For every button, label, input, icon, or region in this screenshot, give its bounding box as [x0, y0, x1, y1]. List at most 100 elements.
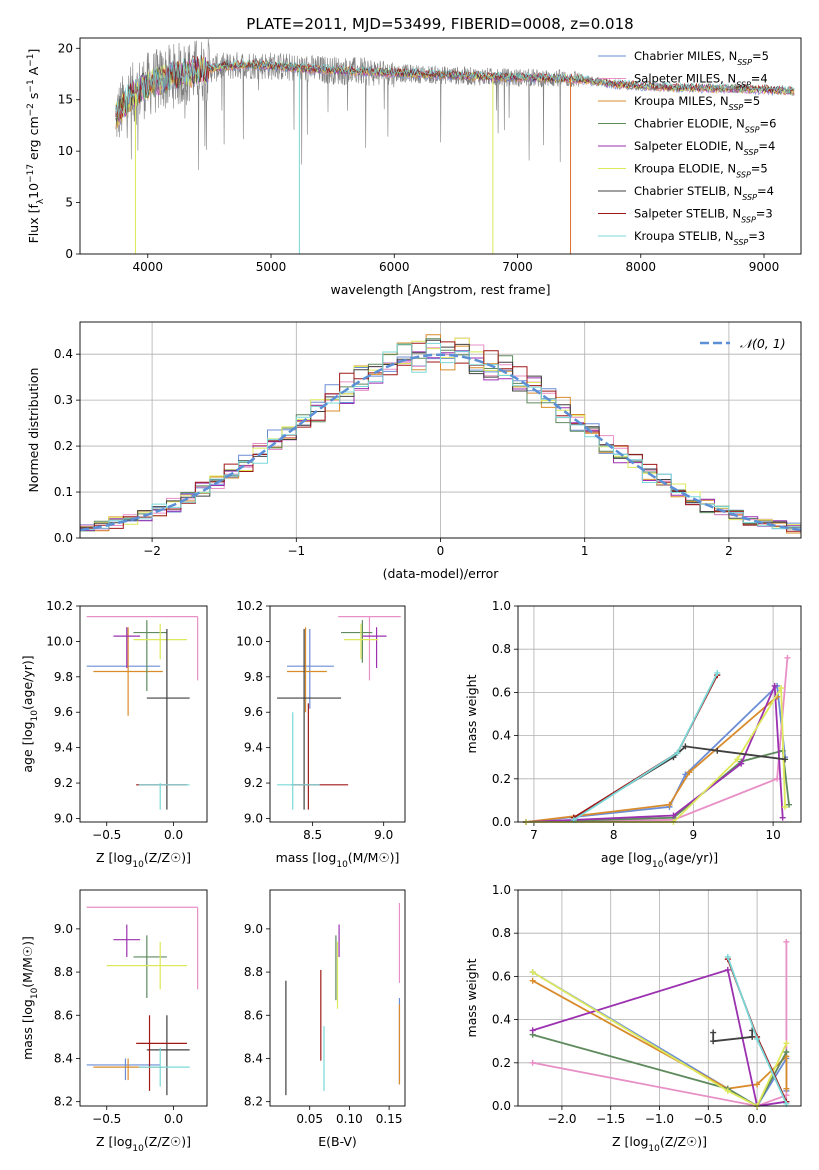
legend-entry: Chabrier STELIB, NSSP=4: [634, 184, 774, 202]
series-marker: [784, 654, 791, 661]
series-line: [573, 745, 786, 819]
x-tick-label: 0.0: [748, 1112, 767, 1126]
y-tick-label: 8.4: [244, 1051, 263, 1065]
series-marker: [738, 760, 745, 767]
y-tick-label: 8.8: [244, 965, 263, 979]
series-marker: [682, 743, 689, 750]
panels: 4000 5000 6000 7000 8000 900005101520waveleng…: [20, 37, 802, 1154]
y-tick-label: 0.3: [54, 393, 73, 407]
series-marker: [783, 938, 790, 945]
x-tick-label: −1: [287, 544, 305, 558]
series-marker: [786, 801, 793, 808]
age-vs-mass-frame: [269, 605, 406, 823]
series-marker: [783, 1049, 790, 1055]
x-tick-label: 7000: [502, 260, 533, 274]
y-tick-label: 0.2: [54, 439, 73, 453]
x-tick-label: −0.5: [92, 1112, 121, 1126]
series-marker: [783, 1040, 790, 1047]
y-tick-label: 9.8: [244, 670, 263, 684]
x-tick-label: 0.05: [296, 1112, 323, 1126]
x-axis-label: (data-model)/error: [383, 566, 500, 581]
observed-spectrum-line: [115, 38, 580, 170]
y-tick-label: 0.4: [492, 1013, 511, 1027]
x-axis-label: wavelength [Angstrom, rest frame]: [330, 282, 550, 297]
series-marker: [754, 1081, 761, 1088]
y-tick-label: 20: [58, 41, 73, 55]
weight-vs-Z-axes: −2.0 −1.5 −1.0 −0.5 0.0 0.0 0.2 0.4 0.6 0.8 1.0: [492, 883, 801, 1126]
y-tick-label: 1.0: [492, 883, 511, 897]
y-tick-label: 9.0: [54, 922, 73, 936]
y-tick-label: 0.0: [492, 815, 511, 829]
y-axis-label: mass [log10(M/M☉)]: [20, 936, 40, 1060]
series-marker: [782, 756, 789, 763]
weight-vs-age-frame: [517, 605, 802, 823]
series-marker: [674, 749, 681, 756]
series-line: [532, 1033, 788, 1108]
series-marker: [529, 969, 536, 976]
y-tick-label: 5: [65, 196, 73, 210]
legend-entry: Chabrier MILES, NSSP=5: [634, 49, 769, 67]
age-vs-mass-points: [277, 616, 401, 810]
residual-histograms: [79, 334, 802, 534]
y-axis-label: Normed distribution: [26, 368, 41, 493]
y-tick-label: 0.2: [492, 1056, 511, 1070]
y-tick-label: 0.1: [54, 485, 73, 499]
x-tick-label: 6000: [379, 260, 410, 274]
series-line: [532, 941, 788, 1107]
series-marker: [529, 1059, 536, 1066]
y-tick-label: 10.2: [236, 599, 263, 613]
legend-entry: 𝒩(0, 1): [740, 336, 786, 351]
x-tick-label: 8: [610, 828, 618, 842]
y-tick-label: 8.2: [54, 1095, 73, 1109]
series-marker: [686, 769, 693, 776]
series-marker: [714, 747, 721, 754]
y-tick-label: 0.0: [492, 1099, 511, 1113]
y-tick-label: 0.4: [492, 729, 511, 743]
legend-entry: Chabrier ELODIE, NSSP=6: [634, 117, 776, 135]
y-tick-label: 15: [58, 93, 73, 107]
mass-vs-Z-points: [86, 906, 199, 1096]
series-line: [525, 749, 790, 823]
y-tick-label: 8.2: [244, 1095, 263, 1109]
x-tick-label: −1.5: [596, 1112, 625, 1126]
residuals-frame: [79, 321, 802, 539]
mass-vs-ebv-axes: 0.05 0.10 0.15 8.2 8.4 8.6 8.8 9.0: [244, 922, 403, 1126]
series-marker: [771, 682, 778, 689]
y-tick-label: 9.0: [244, 811, 263, 825]
series-marker: [529, 1027, 536, 1034]
x-axis-label: Z [log10(Z/Z☉)]: [96, 1134, 191, 1154]
legend-entry: Kroupa MILES, NSSP=5: [634, 94, 760, 112]
series-marker: [754, 1036, 761, 1043]
y-tick-label: 0: [65, 247, 73, 261]
y-tick-label: 8.4: [54, 1051, 73, 1065]
series-marker: [714, 669, 721, 676]
gaussian-curve: [79, 353, 802, 532]
legend-entry: Kroupa STELIB, NSSP=3: [634, 229, 765, 247]
spectrum-lines: [115, 38, 795, 254]
y-tick-label: 9.4: [244, 741, 263, 755]
y-tick-label: 8.6: [244, 1008, 263, 1022]
residual-histogram-line: [80, 342, 801, 530]
spectrum-legend: Chabrier MILES, NSSP=5 Salpeter MILES, NS…: [598, 49, 776, 247]
series-marker: [710, 1038, 717, 1045]
x-tick-label: 7: [530, 828, 538, 842]
x-tick-label: 0: [437, 544, 445, 558]
x-tick-label: −0.5: [694, 1112, 723, 1126]
series-line: [532, 971, 788, 1108]
y-tick-label: 9.6: [244, 705, 263, 719]
x-tick-label: 9000: [749, 260, 780, 274]
y-tick-label: 9.0: [244, 922, 263, 936]
mass-vs-ebv-points: [285, 902, 401, 1096]
x-axis-label: E(B-V): [318, 1134, 357, 1149]
y-axis-label: Flux [fλ10−17 erg cm−2 s−1 A−1]: [26, 49, 46, 244]
x-tick-label: 9: [690, 828, 698, 842]
series-marker: [783, 1085, 790, 1092]
series-marker: [724, 966, 731, 973]
weight-vs-Z-frame: [517, 889, 802, 1107]
weight-vs-age-series: [522, 654, 793, 825]
series-marker: [774, 775, 781, 782]
y-tick-label: 0.8: [492, 926, 511, 940]
mass-vs-Z-axes: −0.5 0.0 8.2 8.4 8.6 8.8 9.0: [54, 922, 183, 1126]
y-tick-label: 10: [58, 144, 73, 158]
series-marker: [724, 1087, 731, 1094]
